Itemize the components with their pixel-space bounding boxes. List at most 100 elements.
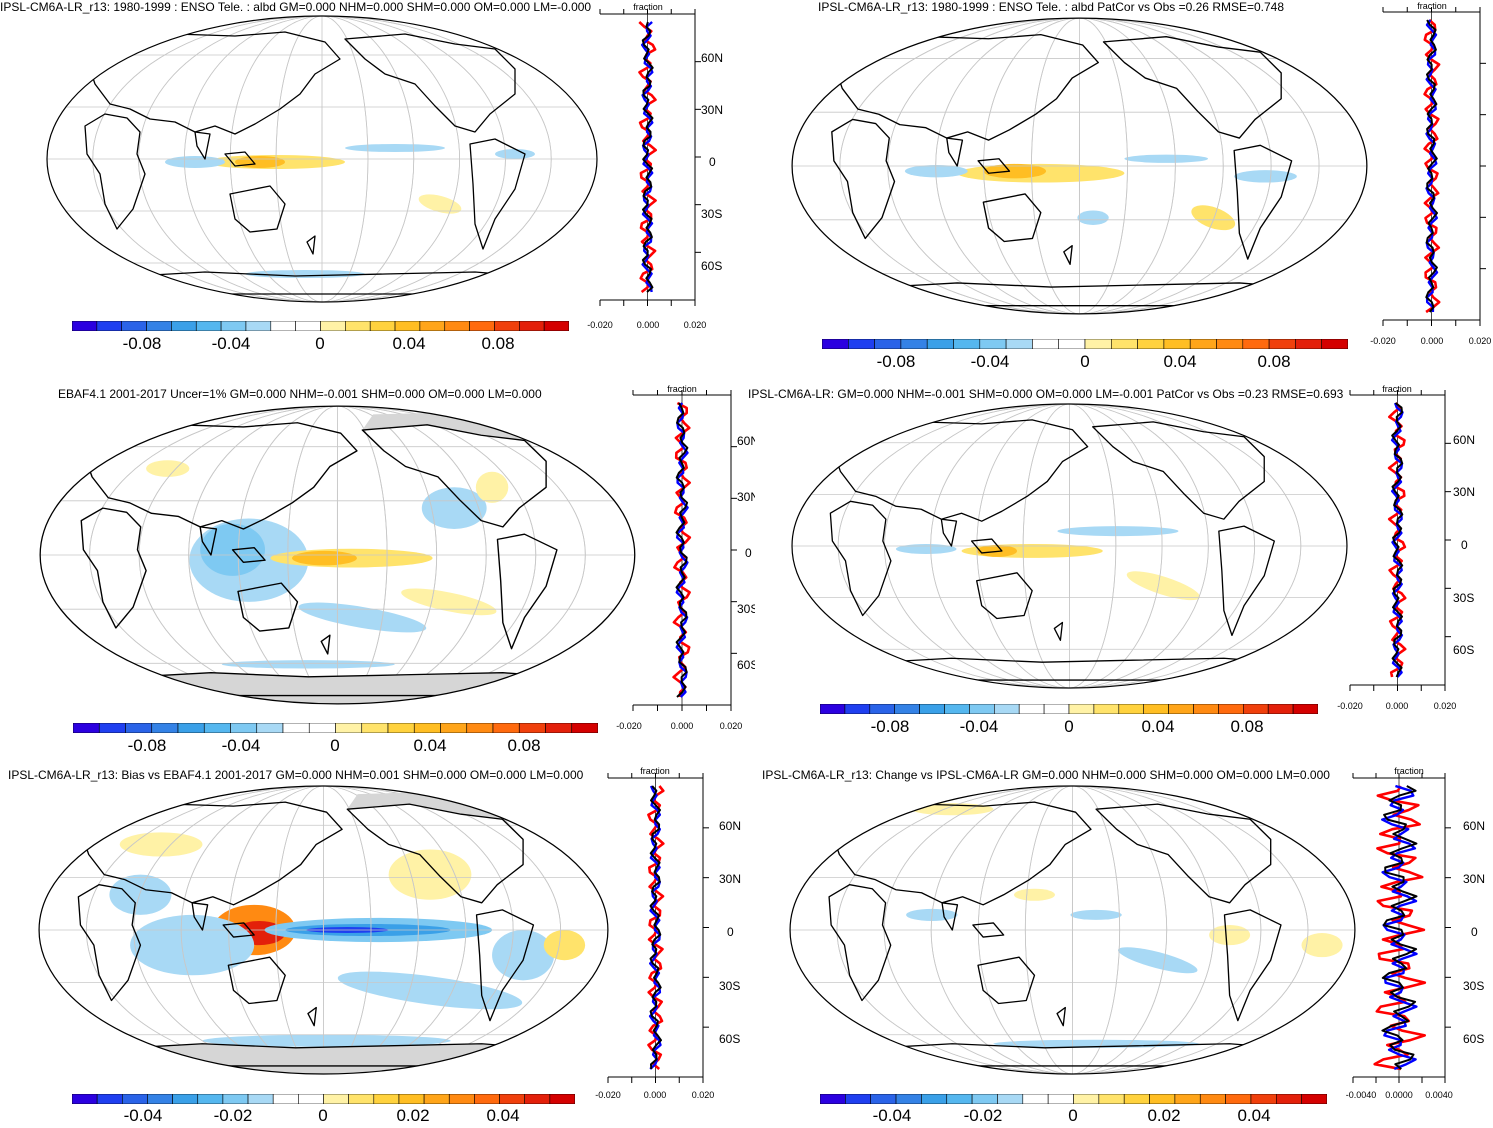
anomaly-patch: [222, 660, 395, 668]
lat-label: 60S: [719, 1032, 740, 1046]
colorbar-swatch: [1119, 704, 1144, 714]
zonal-x-tick: 0.000: [637, 320, 660, 330]
colorbar-swatch: [500, 1094, 525, 1104]
colorbar-swatch: [871, 1094, 896, 1104]
colorbar-swatch: [414, 723, 440, 733]
zonal-mean-plot: fraction -0.020 0.000 0.020 60N 30N 0 30…: [1335, 383, 1493, 713]
zonal-x-tick: 0.0040: [1425, 1090, 1453, 1100]
colorbar-swatch: [257, 723, 283, 733]
colorbar-swatch: [820, 1094, 845, 1104]
colorbar-swatch: [324, 1094, 349, 1104]
colorbar-swatch: [126, 723, 152, 733]
colorbar-swatch: [845, 1094, 870, 1104]
colorbar-swatch: [1138, 339, 1164, 349]
lat-label: 30S: [737, 602, 755, 616]
zonal-mean-plot: fraction -0.0040 0.0000 0.0040 60N 30N 0…: [1345, 764, 1493, 1104]
colorbar-swatch: [1268, 704, 1293, 714]
anomaly-patch: [109, 875, 171, 915]
colorbar-swatch: [246, 321, 271, 331]
robinson-map: [788, 784, 1358, 1076]
zonal-x-tick: 0.000: [1421, 336, 1444, 346]
colorbar-swatch: [420, 321, 445, 331]
lat-label: 30N: [1463, 872, 1485, 886]
colorbar-swatch: [72, 1094, 97, 1104]
colorbar-swatch: [1044, 704, 1069, 714]
colorbar-swatch: [309, 723, 335, 733]
lat-label: 60N: [1453, 433, 1475, 447]
colorbar-swatch: [519, 321, 544, 331]
colorbar-swatch: [1048, 1094, 1073, 1104]
colorbar-swatch: [336, 723, 362, 733]
anomaly-patch: [492, 930, 554, 980]
colorbar-swatch: [345, 321, 370, 331]
panel-title: IPSL-CM6A-LR_r13: 1980-1999 : ENSO Tele.…: [818, 0, 1284, 14]
no-data-region: [135, 673, 557, 706]
colorbar-swatch: [474, 1094, 499, 1104]
colorbar-swatch: [147, 321, 172, 331]
colorbar-swatch: [1019, 704, 1044, 714]
colorbar-swatch: [370, 321, 395, 331]
lat-label: 60S: [701, 259, 722, 273]
colorbar-swatch: [204, 723, 230, 733]
lat-label: 0: [745, 546, 752, 560]
colorbar-tick: 0.02: [396, 1106, 429, 1126]
colorbar-swatch: [822, 339, 848, 349]
lat-label: 60S: [1463, 1032, 1484, 1046]
zonal-x-tick: -0.0040: [1346, 1090, 1377, 1100]
colorbar-swatch: [178, 723, 204, 733]
colorbar-swatch: [969, 704, 994, 714]
colorbar-swatch: [997, 1094, 1022, 1104]
colorbar-swatch: [901, 339, 927, 349]
zonal-mean-plot: fraction -0.020 0.000 0.020 60N 30N 0 30…: [615, 383, 755, 733]
colorbar-tick: -0.02: [214, 1106, 253, 1126]
colorbar-swatch: [467, 723, 493, 733]
colorbar-tick: -0.04: [212, 334, 251, 354]
colorbar-swatch: [947, 1094, 972, 1104]
colorbar-swatch: [1251, 1094, 1276, 1104]
panel-title: EBAF4.1 2001-2017 Uncer=1% GM=0.000 NHM=…: [58, 387, 542, 401]
lat-label: 60N: [701, 51, 723, 65]
lat-label: 60N: [737, 434, 755, 448]
colorbar-tick: 0: [318, 1106, 327, 1126]
colorbar-tick: -0.04: [124, 1106, 163, 1126]
colorbar: [820, 704, 1318, 714]
colorbar-swatch: [1175, 1094, 1200, 1104]
robinson-map: [37, 784, 611, 1076]
colorbar-swatch: [1276, 1094, 1301, 1104]
colorbar-swatch: [122, 1094, 147, 1104]
lat-label: 60S: [1453, 643, 1474, 657]
colorbar-tick: -0.08: [877, 352, 916, 372]
colorbar-swatch: [1200, 1094, 1225, 1104]
colorbar-swatch: [1144, 704, 1169, 714]
lat-label: 60N: [719, 819, 741, 833]
lat-label: 60S: [737, 658, 755, 672]
colorbar-swatch: [1006, 339, 1032, 349]
colorbar-swatch: [1069, 704, 1094, 714]
colorbar-tick: 0: [315, 334, 324, 354]
lat-label: 0: [727, 925, 734, 939]
lat-label: 30S: [1463, 979, 1484, 993]
panel-title: IPSL-CM6A-LR_r13: Change vs IPSL-CM6A-LR…: [762, 768, 1330, 782]
colorbar-swatch: [845, 704, 870, 714]
colorbar-swatch: [1032, 339, 1058, 349]
colorbar-swatch: [395, 321, 420, 331]
colorbar-swatch: [896, 1094, 921, 1104]
colorbar-tick: 0.04: [1141, 717, 1174, 737]
panel-title: IPSL-CM6A-LR: GM=0.000 NHM=-0.001 SHM=0.…: [748, 387, 1343, 401]
colorbar-swatch: [173, 1094, 198, 1104]
colorbar-ticks: -0.08 -0.04 0 0.04 0.08: [822, 352, 1348, 374]
colorbar-swatch: [519, 723, 545, 733]
colorbar-tick: -0.08: [128, 736, 167, 756]
colorbar: [73, 723, 598, 733]
zonal-x-tick: 0.000: [1386, 701, 1409, 711]
colorbar-swatch: [954, 339, 980, 349]
robinson-map: [38, 404, 638, 706]
zonal-mean-plot: fraction -0.020 0.000 0.020: [1368, 0, 1493, 350]
colorbar-swatch: [1243, 339, 1269, 349]
anomaly-patch: [544, 930, 585, 960]
zonal-x-tick: 0.020: [720, 721, 743, 731]
colorbar-tick: -0.02: [964, 1106, 1003, 1126]
anomaly-patch: [1070, 910, 1121, 920]
zonal-x-tick: 0.0000: [1385, 1090, 1413, 1100]
colorbar-swatch: [171, 321, 196, 331]
